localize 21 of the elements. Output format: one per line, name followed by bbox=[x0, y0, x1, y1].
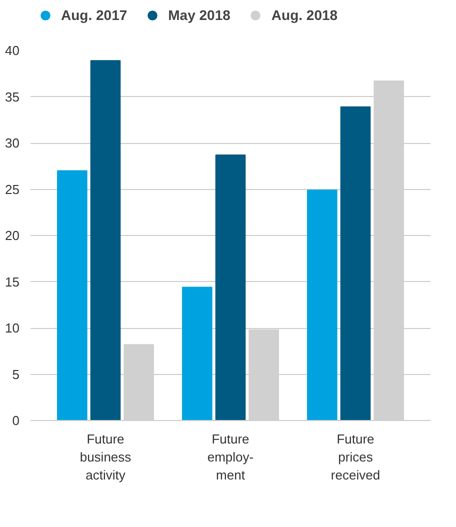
legend-label: Aug. 2017 bbox=[61, 7, 128, 23]
y-tick-label: 25 bbox=[5, 182, 20, 197]
y-tick-label: 10 bbox=[5, 320, 20, 336]
y-tick-label: 30 bbox=[5, 136, 20, 150]
bar bbox=[340, 106, 371, 420]
y-tick-label: 0 bbox=[12, 413, 20, 428]
legend-label: Aug. 2018 bbox=[271, 7, 338, 23]
legend-label: May 2018 bbox=[168, 7, 230, 23]
bar bbox=[307, 190, 338, 420]
y-tick-label: 5 bbox=[12, 366, 20, 382]
bar bbox=[57, 170, 88, 420]
bar bbox=[90, 60, 121, 420]
x-tick-label: Future business activity bbox=[80, 432, 132, 482]
bar bbox=[215, 154, 246, 420]
y-tick-label: 40 bbox=[5, 43, 20, 58]
y-tick-label: 35 bbox=[5, 89, 20, 104]
x-tick-label: Future prices received bbox=[330, 432, 380, 482]
y-tick-label: 20 bbox=[5, 228, 20, 243]
bar bbox=[182, 286, 212, 420]
x-tick-label: Future employ- ment bbox=[207, 432, 254, 482]
y-tick-label: 15 bbox=[5, 274, 20, 290]
